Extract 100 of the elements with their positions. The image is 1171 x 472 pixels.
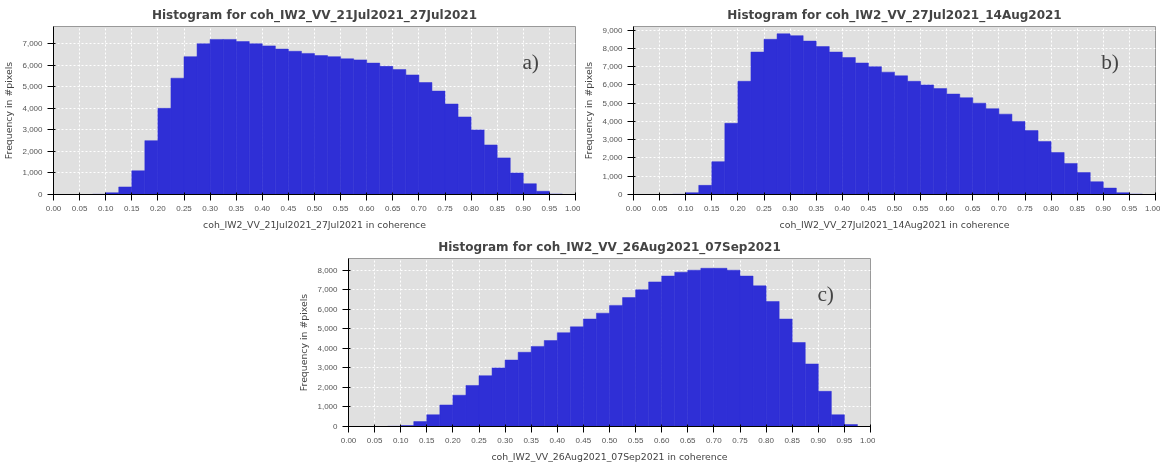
x-tick-label: 0.35 [228,203,245,213]
x-tick-label: 0.70 [706,435,723,445]
x-tick-label: 0.00 [340,435,357,445]
x-tick-label: 0.90 [1095,203,1112,213]
y-tick-label: 6,000 [22,60,44,70]
x-tick-label: 0.30 [202,203,219,213]
y-tick-label: 5,000 [317,324,339,334]
x-tick-label: 0.80 [463,203,480,213]
x-tick-label: 0.95 [836,435,853,445]
x-tick-label: 0.25 [471,435,488,445]
x-tick-label: 0.70 [411,203,428,213]
y-tick-label: 2,000 [602,153,624,163]
x-tick-label: 0.80 [1043,203,1060,213]
x-tick-label: 0.20 [150,203,167,213]
x-tick-label: 0.50 [886,203,903,213]
annotation: a) [522,49,539,74]
annotation: b) [1101,49,1119,74]
y-tick-label: 8,000 [317,265,339,275]
x-tick-label: 0.70 [991,203,1008,213]
annotation: c) [817,281,834,306]
x-tick-label: 0.30 [782,203,799,213]
x-axis-title: coh_IW2_VV_21Jul2021_27Jul2021 in coherence [203,218,427,230]
x-tick-label: 0.85 [1069,203,1086,213]
x-tick-label: 0.15 [419,435,436,445]
y-tick-label: 7,000 [317,285,339,295]
x-tick-label: 0.45 [280,203,297,213]
chart-title: Histogram for coh_IW2_VV_26Aug2021_07Sep2021 [438,239,781,255]
y-tick-label: 1,000 [317,402,339,412]
x-tick-label: 0.50 [601,435,618,445]
y-tick-label: 2,000 [317,382,339,392]
chart-title: Histogram for coh_IW2_VV_21Jul2021_27Jul2021 [151,7,478,23]
x-tick-label: 0.15 [704,203,721,213]
x-tick-label: 0.60 [938,203,956,213]
x-tick-label: 0.05 [71,203,88,213]
y-tick-label: 6,000 [602,80,624,90]
x-tick-label: 0.55 [627,435,644,445]
y-tick-label: 0 [618,190,624,199]
x-tick-label: 1.00 [564,203,582,213]
y-axis-title: Frequency in #pixels [3,61,15,160]
x-tick-label: 0.95 [1121,203,1138,213]
x-tick-label: 0.75 [1017,203,1034,213]
x-tick-label: 0.75 [732,435,749,445]
x-tick-label: 0.75 [437,203,454,213]
y-tick-label: 5,000 [602,98,624,108]
x-tick-label: 0.25 [756,203,773,213]
x-tick-label: 0.40 [549,435,566,445]
y-tick-label: 2,000 [22,146,44,156]
x-tick-label: 0.60 [358,203,376,213]
x-tick-label: 0.35 [808,203,825,213]
x-tick-label: 0.20 [445,435,462,445]
x-tick-label: 0.85 [489,203,506,213]
y-axis-title: Frequency in #pixels [583,61,595,160]
x-tick-label: 0.45 [575,435,592,445]
x-tick-label: 0.65 [385,203,402,213]
x-tick-label: 1.00 [859,435,877,445]
y-tick-label: 1,000 [602,171,624,181]
x-tick-label: 0.05 [651,203,668,213]
y-axis-title: Frequency in #pixels [298,293,310,392]
x-tick-label: 0.40 [834,203,851,213]
y-tick-label: 6,000 [317,304,339,314]
x-tick-label: 0.40 [254,203,271,213]
y-tick-label: 3,000 [22,125,44,135]
x-tick-label: 0.10 [97,203,115,213]
y-tick-label: 7,000 [602,62,624,72]
x-tick-label: 1.00 [1144,203,1162,213]
x-tick-label: 0.25 [176,203,193,213]
y-tick-label: 0 [333,422,339,431]
x-tick-label: 0.20 [730,203,747,213]
y-tick-label: 7,000 [22,39,44,49]
x-tick-label: 0.15 [124,203,141,213]
x-tick-label: 0.60 [653,435,671,445]
y-tick-label: 8,000 [602,43,624,53]
x-tick-label: 0.30 [497,435,514,445]
y-tick-label: 3,000 [602,135,624,145]
y-tick-label: 4,000 [317,343,339,353]
x-tick-label: 0.95 [541,203,558,213]
x-tick-label: 0.55 [912,203,929,213]
x-tick-label: 0.00 [625,203,642,213]
x-tick-label: 0.55 [332,203,349,213]
x-tick-label: 0.90 [515,203,532,213]
x-tick-label: 0.65 [680,435,697,445]
x-axis-title: coh_IW2_VV_27Jul2021_14Aug2021 in coherence [779,218,1010,230]
x-tick-label: 0.10 [392,435,410,445]
x-tick-label: 0.90 [810,435,827,445]
y-tick-label: 3,000 [317,363,339,373]
x-tick-label: 0.65 [965,203,982,213]
y-tick-label: 9,000 [602,25,624,35]
y-tick-label: 5,000 [22,82,44,92]
y-tick-label: 4,000 [22,103,44,113]
x-tick-label: 0.05 [366,435,383,445]
chart-title: Histogram for coh_IW2_VV_27Jul2021_14Aug2021 [727,7,1062,23]
x-tick-label: 0.10 [677,203,695,213]
y-tick-label: 1,000 [22,168,44,178]
x-tick-label: 0.35 [523,435,540,445]
x-tick-label: 0.45 [860,203,877,213]
x-axis-title: coh_IW2_VV_26Aug2021_07Sep2021 in coherence [491,450,728,462]
x-tick-label: 0.85 [784,435,801,445]
y-tick-label: 0 [38,190,44,199]
y-tick-label: 4,000 [602,116,624,126]
x-tick-label: 0.80 [758,435,775,445]
